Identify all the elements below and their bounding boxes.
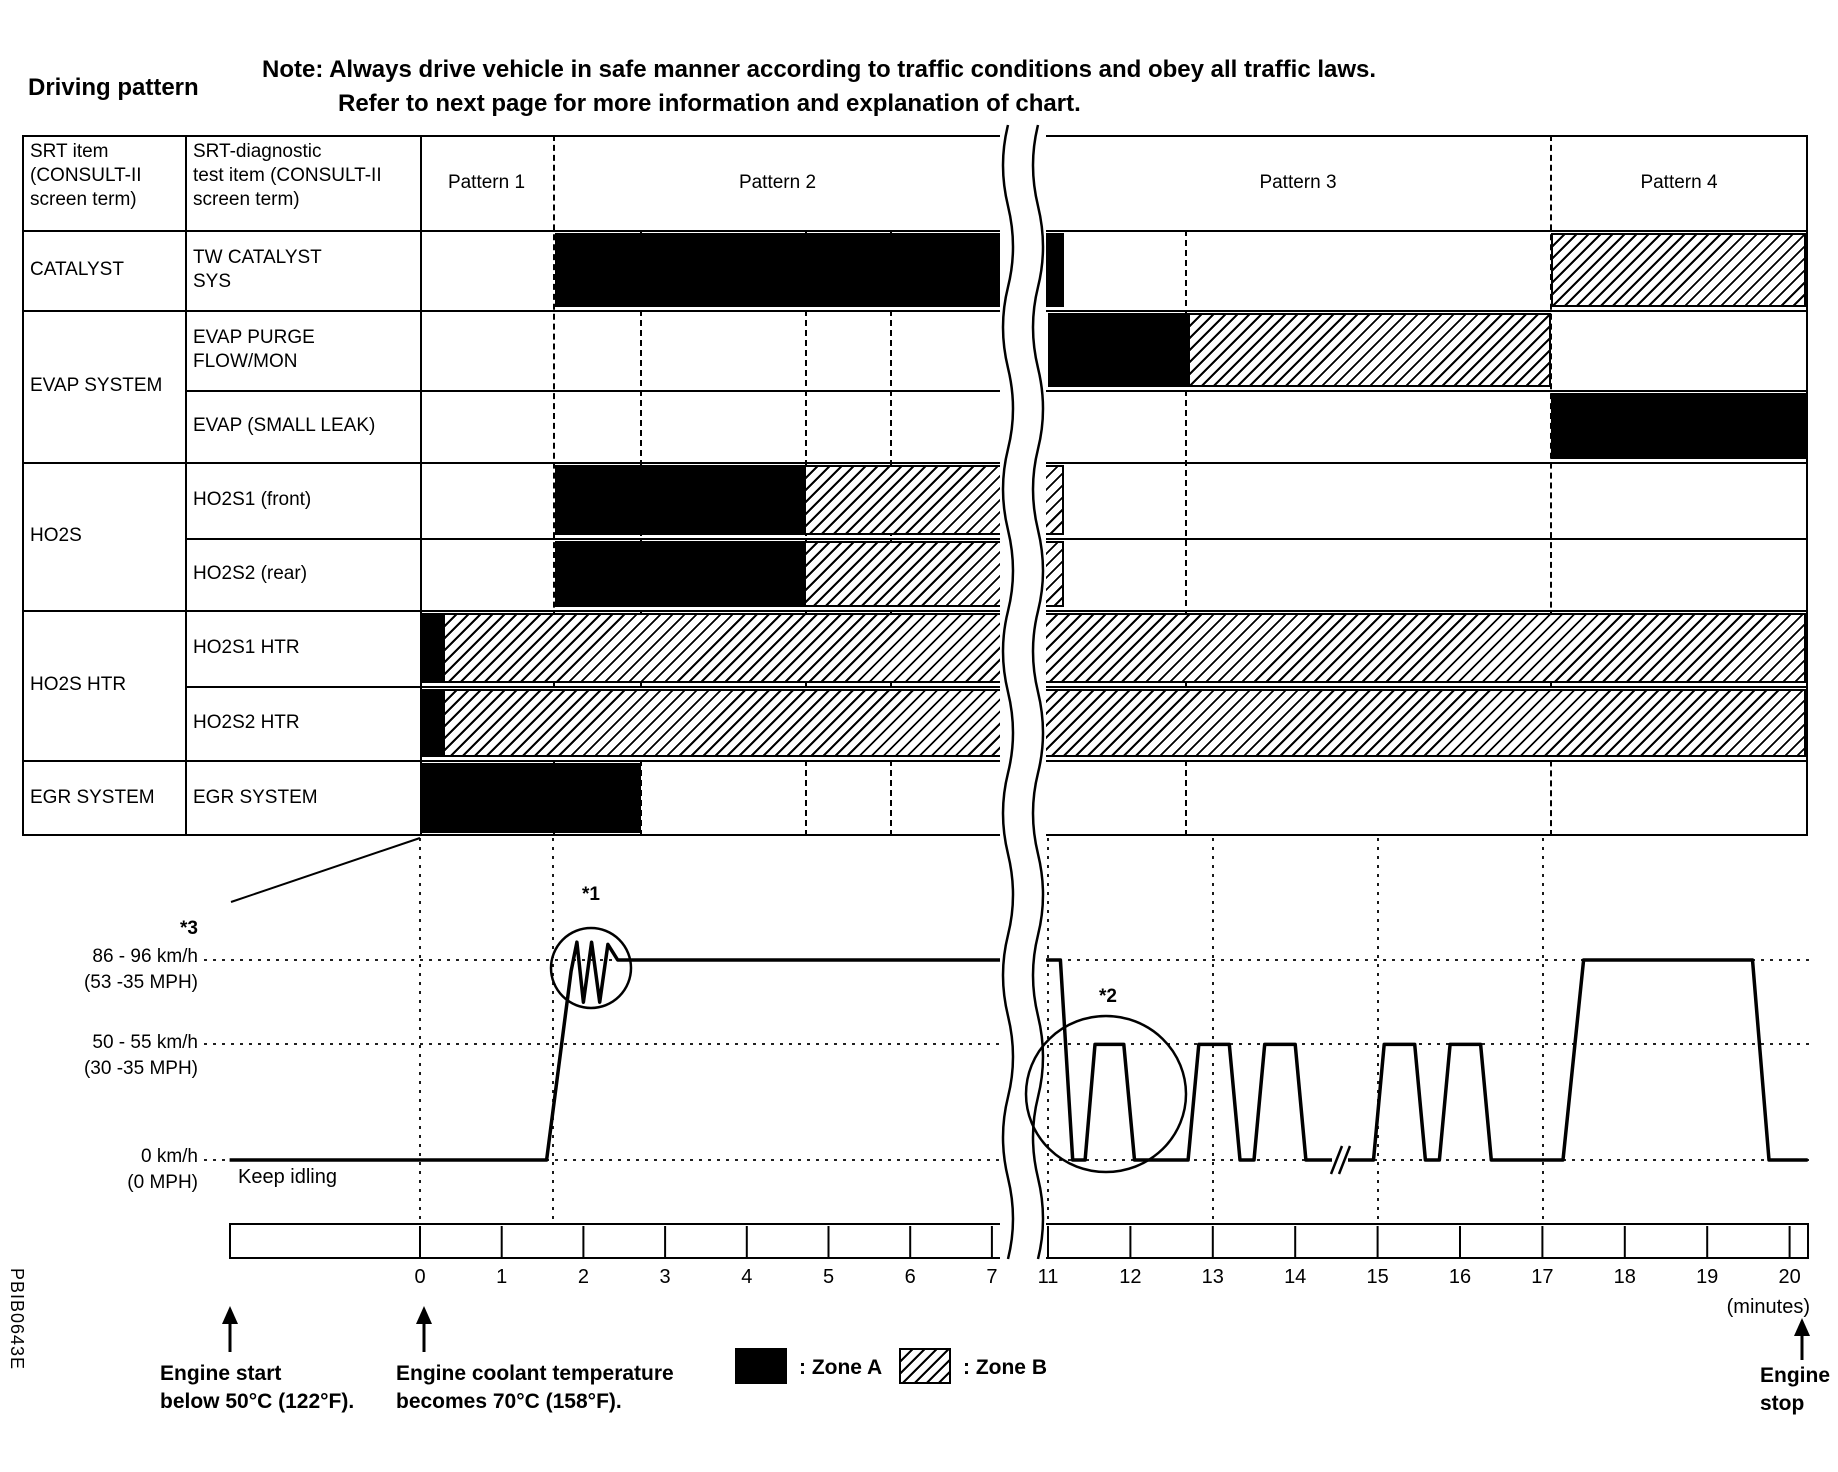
item-egr-system: EGR SYSTEM bbox=[193, 787, 318, 809]
timeline-dashed-line bbox=[1185, 230, 1187, 836]
figure-code: PBIB0643E bbox=[7, 1268, 27, 1371]
item-ho2s2-htr: HO2S2 HTR bbox=[193, 712, 300, 734]
zone-b-swatch bbox=[899, 1348, 951, 1384]
item-ho2s1-htr: HO2S1 HTR bbox=[193, 637, 300, 659]
zone-b-label: : Zone B bbox=[963, 1356, 1047, 1379]
timeline-lane-tw-catalyst bbox=[420, 230, 1806, 310]
zone-a-bar bbox=[554, 465, 804, 535]
table-row-line bbox=[22, 230, 1808, 232]
y-note-star3: *3 bbox=[180, 918, 198, 939]
zone-b-bar bbox=[1188, 313, 1551, 387]
item-evap-small-leak: EVAP (SMALL LEAK) bbox=[193, 415, 376, 437]
zone-b-bar bbox=[442, 613, 1806, 683]
table-column-divider bbox=[185, 135, 187, 836]
table-outline bbox=[22, 135, 1808, 836]
minute-label: 11 bbox=[1037, 1266, 1059, 1288]
pattern-boundary-dashed bbox=[1550, 135, 1552, 836]
minute-label: 13 bbox=[1201, 1266, 1224, 1288]
y-label-mid: 50 - 55 km/h bbox=[92, 1032, 198, 1053]
minute-label: 14 bbox=[1284, 1266, 1307, 1288]
zone-a-bar bbox=[1550, 393, 1806, 459]
coolant-temperature-note: Engine coolant temperature becomes 70°C … bbox=[396, 1362, 674, 1413]
minute-label: 3 bbox=[659, 1266, 671, 1288]
group-ho2s-htr: HO2S HTR bbox=[30, 674, 127, 696]
table-row-line bbox=[22, 760, 1808, 762]
zone-a-bar bbox=[554, 541, 804, 607]
table-row-line bbox=[185, 390, 1808, 392]
minute-label: 0 bbox=[414, 1266, 426, 1288]
item-ho2s2-rear: HO2S2 (rear) bbox=[193, 563, 308, 585]
header-srt-item: SRT item (CONSULT-II screen term) bbox=[30, 141, 142, 210]
minute-label: 6 bbox=[904, 1266, 916, 1288]
minute-label: 15 bbox=[1366, 1266, 1389, 1288]
timeline-lane-evap-small-leak bbox=[420, 390, 1806, 462]
minute-label: 4 bbox=[741, 1266, 753, 1288]
note-line-2: Refer to next page for more information … bbox=[338, 90, 1081, 117]
minute-label: 18 bbox=[1613, 1266, 1636, 1288]
y-label-high-mph: (53 -35 MPH) bbox=[83, 972, 198, 993]
engine-stop-note: Engine stop bbox=[1760, 1364, 1831, 1415]
table-row-line bbox=[22, 610, 1808, 612]
keep-idling-label: Keep idling bbox=[238, 1166, 337, 1188]
table-column-divider bbox=[420, 135, 422, 836]
group-evap-system: EVAP SYSTEM bbox=[30, 375, 163, 397]
minute-label: 20 bbox=[1778, 1266, 1801, 1288]
group-catalyst: CATALYST bbox=[30, 259, 124, 281]
y-label-zero: 0 km/h bbox=[140, 1146, 198, 1167]
minute-label: 17 bbox=[1531, 1266, 1554, 1288]
table-row-line bbox=[185, 686, 1808, 688]
zone-b-bar bbox=[1550, 233, 1806, 307]
header-pattern-4: Pattern 4 bbox=[1640, 171, 1718, 193]
item-ho2s1-front: HO2S1 (front) bbox=[193, 489, 312, 511]
note-line-1: Note: Always drive vehicle in safe manne… bbox=[262, 56, 1377, 83]
timeline-lane-ho2s1-htr bbox=[420, 610, 1806, 686]
annotation-star1: *1 bbox=[582, 884, 600, 905]
item-tw-catalyst-sys: TW CATALYST SYS bbox=[193, 247, 322, 292]
engine-start-note: Engine start below 50°C (122°F). bbox=[160, 1362, 355, 1413]
zone-a-bar bbox=[420, 689, 443, 757]
group-ho2s: HO2S bbox=[30, 525, 82, 547]
zone-b-bar bbox=[442, 689, 1806, 757]
minute-label: 12 bbox=[1119, 1266, 1142, 1288]
zone-a-swatch bbox=[735, 1348, 787, 1384]
minute-label: 5 bbox=[822, 1266, 835, 1288]
zone-a-bar bbox=[554, 233, 1065, 307]
timeline-lane-ho2s2-htr bbox=[420, 686, 1806, 760]
item-evap-purge-flow-mon: EVAP PURGE FLOW/MON bbox=[193, 327, 315, 372]
table-row-line bbox=[22, 310, 1808, 312]
header-pattern-1: Pattern 1 bbox=[447, 171, 526, 193]
minute-label: 2 bbox=[577, 1266, 589, 1288]
table-row-line bbox=[22, 462, 1808, 464]
group-egr-system: EGR SYSTEM bbox=[30, 787, 155, 809]
timeline-lane-egr bbox=[420, 760, 1806, 836]
minute-label: 7 bbox=[986, 1266, 998, 1288]
zone-a-label: : Zone A bbox=[799, 1356, 883, 1379]
pattern-boundary-dashed bbox=[553, 135, 555, 836]
header-pattern-3: Pattern 3 bbox=[1259, 171, 1337, 193]
timeline-lane-evap-purge bbox=[420, 310, 1806, 390]
minute-label: 19 bbox=[1696, 1266, 1719, 1288]
table-row-line bbox=[185, 538, 1808, 540]
header-pattern-2: Pattern 2 bbox=[738, 171, 817, 193]
zone-a-bar bbox=[420, 613, 443, 683]
zone-a-bar bbox=[420, 763, 641, 833]
page-title: Driving pattern bbox=[28, 74, 199, 101]
header-srt-diagnostic-test-item: SRT-diagnostic test item (CONSULT-II scr… bbox=[193, 141, 382, 210]
y-label-high: 86 - 96 km/h bbox=[92, 946, 198, 967]
y-label-zero-mph: (0 MPH) bbox=[127, 1172, 198, 1193]
minute-label: 1 bbox=[496, 1266, 508, 1288]
y-label-mid-mph: (30 -35 MPH) bbox=[83, 1058, 198, 1079]
x-axis-unit: (minutes) bbox=[1726, 1296, 1810, 1318]
minute-label: 16 bbox=[1448, 1266, 1472, 1288]
zone-a-bar bbox=[1048, 313, 1189, 387]
